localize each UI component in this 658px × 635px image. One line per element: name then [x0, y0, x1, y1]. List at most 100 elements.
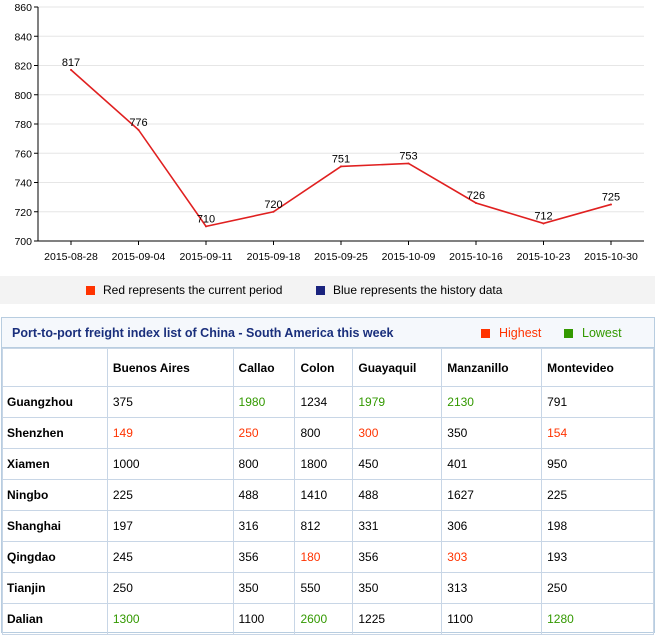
column-header: Callao — [232, 348, 296, 387]
freight-value-cell: 401 — [441, 448, 543, 480]
freight-value-cell: 375 — [106, 386, 234, 418]
freight-value-cell: 488 — [352, 479, 443, 511]
column-header: Guayaquil — [352, 348, 443, 387]
port-name-cell: Ningbo — [2, 479, 108, 511]
data-label: 725 — [602, 191, 620, 203]
freight-value-cell: 303 — [441, 541, 543, 573]
lowest-swatch — [564, 328, 573, 338]
highest-legend: Highest — [481, 326, 541, 340]
freight-value-cell: 313 — [441, 572, 543, 604]
highest-label: Highest — [499, 326, 542, 340]
x-tick-label: 2015-08-28 — [44, 251, 98, 263]
port-name-cell: Guangzhou — [2, 386, 108, 418]
series-line — [70, 69, 612, 228]
y-tick-label: 740 — [14, 178, 32, 190]
freight-value-cell: 250 — [232, 417, 296, 449]
data-point — [137, 128, 140, 131]
freight-value-cell: 1800 — [294, 448, 354, 480]
freight-value-cell: 180 — [294, 541, 354, 573]
legend-item-history: Blue represents the history data — [316, 283, 502, 297]
table-row: Shenzhen 149 250 800 300 350 154 — [2, 417, 654, 449]
port-name-cell: Dalian — [2, 603, 108, 635]
data-point — [272, 210, 275, 213]
legend-swatch-current — [86, 285, 95, 295]
data-label: 726 — [467, 190, 485, 202]
freight-value-cell: 198 — [541, 510, 654, 542]
freight-index-table: Buenos Aires Callao Colon Guayaquil Manzanil… — [2, 348, 654, 635]
legend-item-current: Red represents the current period — [86, 283, 282, 297]
port-name-cell: Xiamen — [2, 448, 108, 480]
data-label: 817 — [62, 57, 80, 69]
freight-value-cell: 1234 — [294, 386, 354, 418]
table-row: Dalian 1300 1100 2600 1225 1100 1280 — [2, 603, 654, 635]
column-header: Manzanillo — [441, 348, 543, 387]
legend-label-current: Red represents the current period — [103, 283, 283, 297]
column-header-empty — [2, 348, 108, 387]
x-tick-label: 2015-10-16 — [449, 251, 503, 263]
freight-index-table-panel: Port-to-port freight index list of China… — [1, 317, 655, 635]
table-row: Tianjin 250 350 550 350 313 250 — [2, 572, 654, 604]
x-tick-label: 2015-10-23 — [517, 251, 571, 263]
port-name-cell: Shanghai — [2, 510, 108, 542]
freight-value-cell: 1000 — [106, 448, 234, 480]
freight-value-cell: 250 — [106, 572, 234, 604]
x-tick-label: 2015-09-04 — [112, 251, 166, 263]
data-point — [407, 162, 410, 165]
freight-value-cell: 250 — [541, 572, 654, 604]
freight-value-cell: 306 — [441, 510, 543, 542]
freight-value-cell: 356 — [232, 541, 296, 573]
table-row: Ningbo 225 488 1410 488 1627 225 — [2, 479, 654, 511]
data-label: 751 — [332, 153, 350, 165]
column-header: Buenos Aires — [106, 348, 234, 387]
data-point — [205, 225, 207, 228]
freight-value-cell: 225 — [541, 479, 654, 511]
freight-value-cell: 2130 — [441, 386, 543, 418]
data-label: 753 — [399, 150, 417, 162]
column-header: Montevideo — [541, 348, 654, 387]
legend-swatch-history — [316, 285, 325, 295]
freight-value-cell: 450 — [352, 448, 443, 480]
x-tick-label: 2015-10-09 — [382, 251, 436, 263]
freight-value-cell: 800 — [232, 448, 296, 480]
y-tick-label: 700 — [14, 236, 32, 248]
freight-value-cell: 1100 — [441, 603, 543, 635]
table-row: Qingdao 245 356 180 356 303 193 — [2, 541, 654, 573]
data-label: 712 — [534, 210, 552, 222]
data-label: 776 — [129, 117, 147, 129]
freight-value-cell: 800 — [294, 417, 354, 449]
freight-value-cell: 350 — [441, 417, 543, 449]
data-point — [475, 201, 477, 204]
data-point — [340, 165, 342, 168]
data-label: 710 — [197, 213, 215, 225]
y-tick-label: 780 — [14, 119, 32, 131]
freight-value-cell: 350 — [232, 572, 296, 604]
data-point — [70, 68, 72, 71]
data-label: 720 — [264, 199, 282, 211]
y-tick-label: 760 — [14, 148, 32, 160]
freight-value-cell: 300 — [352, 417, 443, 449]
data-point — [610, 203, 612, 206]
highest-swatch — [481, 328, 490, 338]
freight-value-cell: 1980 — [232, 386, 296, 418]
y-tick-label: 840 — [14, 31, 32, 43]
data-point — [542, 222, 545, 225]
port-name-cell: Qingdao — [2, 541, 108, 573]
freight-value-cell: 1225 — [352, 603, 443, 635]
x-tick-label: 2015-09-11 — [180, 251, 233, 263]
freight-value-cell: 812 — [294, 510, 354, 542]
freight-value-cell: 154 — [541, 417, 654, 449]
port-name-cell: Tianjin — [2, 572, 108, 604]
freight-value-cell: 331 — [352, 510, 443, 542]
lowest-legend: Lowest — [564, 326, 622, 340]
x-tick-label: 2015-10-30 — [584, 251, 638, 263]
freight-value-cell: 1627 — [441, 479, 543, 511]
freight-index-chart: 700 720 740 760 780 800 820 840 860 2015-08-28 201… — [0, 0, 658, 272]
freight-value-cell: 197 — [106, 510, 234, 542]
table-head-row: Buenos Aires Callao Colon Guayaquil Manzanil… — [2, 348, 654, 387]
table-title: Port-to-port freight index list of China… — [12, 326, 394, 340]
freight-value-cell: 1300 — [106, 603, 234, 635]
freight-value-cell: 149 — [106, 417, 234, 449]
y-tick-label: 720 — [14, 207, 32, 219]
freight-value-cell: 245 — [106, 541, 234, 573]
freight-value-cell: 1410 — [294, 479, 354, 511]
